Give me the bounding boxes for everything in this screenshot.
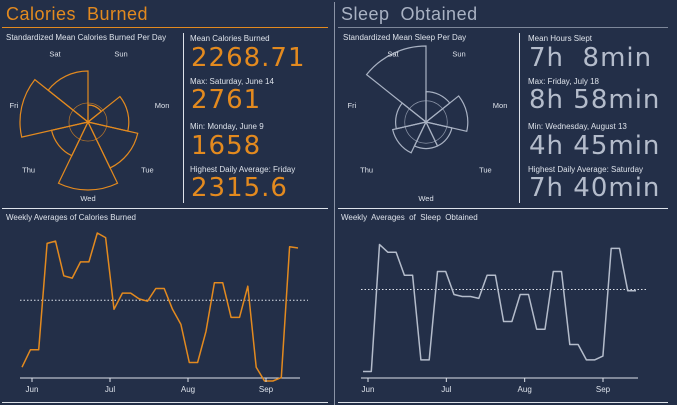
- calories-stat-value-1: 2268.71: [191, 43, 306, 73]
- slp-radar-label-thu: Thu: [360, 165, 373, 174]
- sleep-line-title: Weekly Averages of Sleep Obtained: [341, 213, 478, 222]
- slp-line-tick-label: Aug: [518, 385, 532, 394]
- calories-stat-label-1: Mean Calories Burned: [190, 34, 270, 43]
- sleep-title: Sleep Obtained: [341, 4, 478, 24]
- cal-radar-label-tue: Tue: [141, 165, 154, 174]
- calories-bottom-rule: [2, 402, 328, 403]
- slp-radar-label-mon: Mon: [493, 101, 508, 110]
- sleep-stat-label-1: Mean Hours Slept: [528, 34, 593, 43]
- sleep-stat-label-4: Highest Daily Average: Saturday: [528, 165, 644, 174]
- cal-line-tick-label: Sep: [259, 385, 274, 394]
- sleep-stat-value-4: 7h 40min: [529, 173, 661, 203]
- sleep-line-chart: Jun Jul Aug Sep: [361, 243, 646, 394]
- cal-line-tick-label: Jul: [105, 385, 115, 394]
- cal-radar-label-mon: Mon: [155, 101, 170, 110]
- calories-stat-value-4: 2315.6: [191, 173, 288, 203]
- slp-line-tick-label: Jul: [441, 385, 451, 394]
- cal-line-tick-label: Jun: [26, 385, 39, 394]
- sleep-stat-value-1: 7h 8min: [529, 43, 653, 73]
- calories-radar-title: Standardized Mean Calories Burned Per Da…: [6, 33, 167, 42]
- slp-radar-wedge-wed: [413, 120, 439, 150]
- slp-radar-wedge-mon: [424, 95, 469, 133]
- slp-line-tick-label: Jun: [362, 385, 375, 394]
- calories-radar-chart: Sun Mon Tue Wed Thu Fri Sat: [10, 50, 170, 203]
- sleep-bottom-rule: [338, 402, 668, 403]
- slp-radar-wedge-sun: [425, 90, 451, 124]
- calories-stat-value-2: 2761: [191, 85, 262, 115]
- cal-radar-label-sun: Sun: [114, 50, 127, 59]
- sleep-stat-value-2: 8h 58min: [529, 85, 661, 115]
- sleep-divider: [519, 33, 520, 203]
- slp-radar-wedge-tue: [424, 121, 453, 147]
- slp-radar-label-fri: Fri: [348, 101, 357, 110]
- cal-radar-wedge-mon: [86, 95, 130, 132]
- calories-stat-label-4: Highest Daily Average: Friday: [190, 165, 296, 174]
- calories-title-underline: [2, 27, 328, 28]
- slp-line-tick-label: Sep: [596, 385, 611, 394]
- sleep-stat-label-2: Max: Friday, July 18: [528, 77, 599, 86]
- slp-radar-label-sun: Sun: [452, 50, 465, 59]
- cal-radar-label-fri: Fri: [10, 101, 19, 110]
- sleep-stat-label-3: Min: Wednesday, August 13: [528, 122, 627, 131]
- slp-radar-label-tue: Tue: [479, 165, 492, 174]
- calories-stat-label-3: Min: Monday, June 9: [190, 122, 264, 131]
- calories-title: Calories Burned: [6, 4, 149, 24]
- calories-line-title: Weekly Averages of Calories Burned: [6, 213, 136, 222]
- sleep-section-rule: [338, 208, 668, 209]
- sleep-title-underline: [338, 27, 668, 28]
- cal-radar-wedge-sat: [47, 70, 89, 124]
- slp-radar-wedge-sat: [365, 45, 427, 124]
- cal-radar-label-wed: Wed: [80, 194, 95, 202]
- sleep-radar-chart: Sun Mon Tue Wed Thu Fri Sat: [348, 45, 508, 203]
- calories-line-chart: Jun Jul Aug Sep: [20, 232, 308, 394]
- calories-divider: [183, 33, 184, 203]
- slp-radar-label-sat: Sat: [387, 50, 399, 59]
- cal-line-series-line: [21, 232, 299, 382]
- slp-radar-wedge-thu: [391, 121, 428, 154]
- cal-radar-wedge-tue: [86, 121, 139, 169]
- sleep-radar-title: Standardized Mean Sleep Per Day: [343, 33, 467, 42]
- sleep-stat-value-3: 4h 45min: [529, 131, 661, 161]
- slp-line-series-line: [363, 243, 636, 373]
- slp-radar-label-wed: Wed: [418, 194, 433, 203]
- cal-radar-wedge-fri: [19, 78, 90, 138]
- calories-section-rule: [2, 208, 328, 209]
- cal-radar-wedge-wed: [57, 120, 119, 191]
- cal-line-tick-label: Aug: [181, 385, 195, 394]
- cal-radar-label-thu: Thu: [22, 165, 35, 174]
- calories-stat-value-3: 1658: [191, 131, 262, 161]
- center-divider: [334, 2, 335, 405]
- calories-stat-label-2: Max: Saturday, June 14: [190, 77, 274, 86]
- cal-radar-label-sat: Sat: [49, 50, 61, 59]
